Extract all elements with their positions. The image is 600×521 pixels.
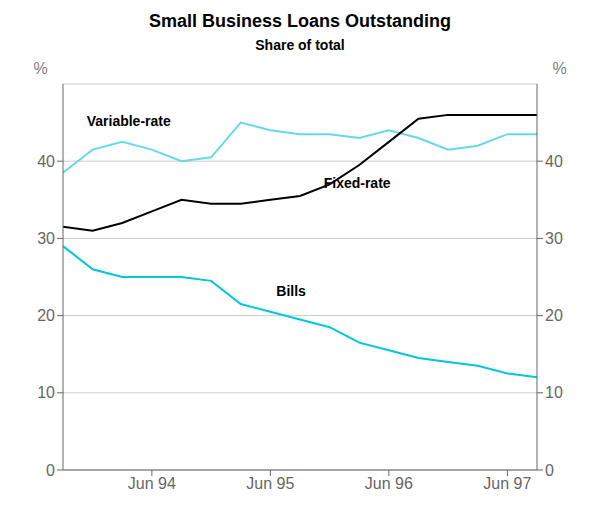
svg-text:Jun 94: Jun 94 (128, 475, 176, 492)
svg-text:Variable-rate: Variable-rate (87, 113, 171, 129)
svg-text:0: 0 (545, 462, 554, 479)
svg-text:20: 20 (37, 307, 55, 324)
html-text:Small Business Loans Outstandi: Small Business Loans Outstanding (149, 11, 451, 31)
html-text:Share of total: Share of total (255, 37, 345, 53)
svg-text:30: 30 (37, 230, 55, 247)
svg-text:10: 10 (37, 384, 55, 401)
svg-text:Jun 97: Jun 97 (483, 475, 531, 492)
svg-text:%: % (552, 60, 566, 77)
svg-text:30: 30 (545, 230, 563, 247)
svg-text:10: 10 (545, 384, 563, 401)
svg-text:%: % (33, 60, 47, 77)
svg-text:Bills: Bills (276, 283, 306, 299)
svg-text:0: 0 (46, 462, 55, 479)
svg-text:Fixed-rate: Fixed-rate (324, 175, 391, 191)
svg-text:40: 40 (37, 153, 55, 170)
svg-text:40: 40 (545, 153, 563, 170)
svg-text:20: 20 (545, 307, 563, 324)
svg-text:Jun 95: Jun 95 (246, 475, 294, 492)
svg-text:Jun 96: Jun 96 (365, 475, 413, 492)
